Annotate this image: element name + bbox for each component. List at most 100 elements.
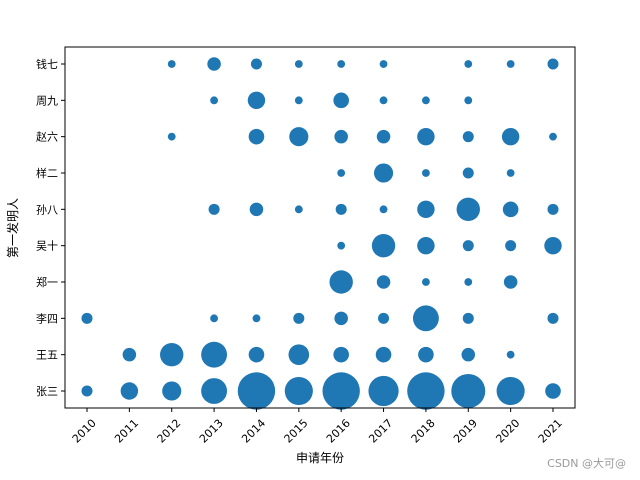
x-axis-label: 申请年份 (296, 451, 344, 465)
bubble-钱七-2015 (294, 60, 303, 68)
bubble-钱七-2021 (547, 58, 559, 70)
y-tick-label: 李四 (36, 311, 58, 325)
bubble-孙八-2017 (379, 205, 388, 214)
bubble-周九-2018 (422, 96, 430, 105)
bubble-周九-2019 (464, 96, 473, 105)
watermark: CSDN @大可@ (547, 457, 626, 470)
bubble-王五-2015 (288, 344, 310, 365)
bubble-郑一-2020 (503, 275, 518, 289)
bubble-张三-2019 (451, 374, 486, 408)
bubble-赵六-2016 (334, 129, 348, 144)
bubble-赵六-2012 (167, 132, 176, 141)
points-layer (81, 57, 562, 410)
bubble-样二-2017 (373, 163, 394, 183)
bubble-样二-2016 (337, 169, 346, 177)
bubble-李四-2014 (252, 314, 261, 323)
bubble-张三-2017 (368, 375, 399, 407)
bubble-钱七-2012 (167, 60, 176, 68)
bubble-孙八-2020 (502, 201, 519, 218)
bubble-郑一-2018 (422, 278, 430, 286)
x-tick-label: 2010 (70, 417, 99, 446)
x-tick-label: 2021 (536, 417, 565, 446)
plot-frame (64, 46, 576, 409)
bubble-王五-2016 (333, 346, 349, 363)
x-tick-label: 2020 (493, 417, 522, 446)
x-tick-label: 2015 (282, 417, 311, 446)
bubble-钱七-2020 (506, 60, 515, 68)
bubble-孙八-2018 (417, 200, 435, 219)
bubble-李四-2013 (210, 314, 218, 323)
bubble-王五-2017 (375, 346, 392, 363)
bubble-钱七-2013 (207, 57, 221, 71)
x-axis-ticks: 2010 2011 2012 2013 2014 2015 2016 2017 2018 2019… (70, 408, 565, 446)
bubble-周九-2014 (247, 91, 266, 110)
x-tick-label: 2016 (324, 417, 353, 446)
bubble-张三-2010 (81, 385, 93, 397)
y-tick-label: 王五 (36, 349, 58, 362)
bubble-张三-2013 (201, 378, 228, 404)
bubble-赵六-2017 (376, 129, 391, 144)
bubble-周九-2015 (294, 96, 303, 105)
bubble-李四-2010 (81, 312, 93, 324)
bubble-赵六-2018 (417, 127, 435, 146)
x-tick-label: 2014 (239, 417, 268, 446)
bubble-李四-2019 (462, 312, 474, 324)
bubble-王五-2011 (122, 347, 137, 362)
bubble-李四-2021 (547, 312, 559, 324)
bubble-王五-2012 (160, 342, 184, 367)
bubble-王五-2020 (506, 350, 515, 359)
bubble-李四-2018 (412, 305, 439, 332)
y-tick-label: 周九 (36, 94, 58, 107)
bubble-张三-2012 (162, 381, 182, 401)
bubble-吴十-2016 (337, 241, 346, 250)
bubble-吴十-2021 (544, 236, 562, 255)
bubble-张三-2021 (545, 383, 561, 399)
bubble-赵六-2019 (462, 131, 474, 143)
bubble-孙八-2015 (294, 205, 303, 214)
bubble-吴十-2017 (371, 233, 396, 258)
y-tick-label: 赵六 (36, 130, 58, 144)
bubble-王五-2013 (201, 341, 228, 368)
x-tick-label: 2017 (366, 417, 395, 446)
y-tick-label: 郑一 (36, 275, 58, 289)
bubble-张三-2011 (120, 382, 139, 400)
bubble-王五-2019 (461, 347, 476, 362)
bubble-孙八-2021 (547, 203, 559, 215)
x-tick-label: 2011 (112, 417, 141, 446)
bubble-样二-2019 (462, 167, 474, 179)
bubble-周九-2013 (210, 96, 218, 105)
bubble-吴十-2020 (505, 240, 517, 252)
bubble-赵六-2014 (248, 128, 265, 145)
bubble-样二-2020 (506, 169, 515, 177)
bubble-周九-2016 (333, 92, 349, 109)
bubble-王五-2018 (418, 346, 434, 363)
bubble-郑一-2016 (329, 270, 353, 294)
bubble-钱七-2016 (337, 60, 346, 68)
bubble-张三-2014 (237, 372, 276, 410)
x-tick-label: 2019 (451, 417, 480, 446)
y-axis-ticks: 张三 王五 李四 郑一 吴十 孙八 样二 赵六 周九 钱七 (36, 57, 65, 398)
bubble-赵六-2015 (289, 127, 309, 147)
bubble-张三-2016 (322, 372, 360, 410)
bubble-钱七-2017 (379, 60, 388, 68)
y-tick-label: 样二 (36, 166, 58, 180)
bubble-钱七-2014 (250, 58, 262, 70)
bubble-吴十-2019 (462, 240, 474, 252)
bubble-孙八-2013 (208, 203, 220, 215)
bubble-张三-2015 (284, 376, 313, 406)
bubble-孙八-2016 (335, 203, 347, 215)
bubble-张三-2020 (496, 376, 525, 406)
y-tick-label: 吴十 (36, 239, 58, 253)
y-axis-label: 第一发明人 (5, 198, 20, 258)
bubble-钱七-2019 (464, 60, 473, 68)
bubble-赵六-2020 (501, 127, 520, 146)
x-tick-label: 2013 (197, 417, 226, 446)
bubble-样二-2018 (422, 169, 430, 177)
bubble-孙八-2019 (456, 197, 480, 222)
bubble-孙八-2014 (249, 202, 264, 217)
y-tick-label: 孙八 (36, 203, 58, 216)
bubble-吴十-2018 (417, 236, 435, 255)
bubble-李四-2015 (293, 312, 305, 324)
bubble-李四-2017 (378, 312, 390, 324)
